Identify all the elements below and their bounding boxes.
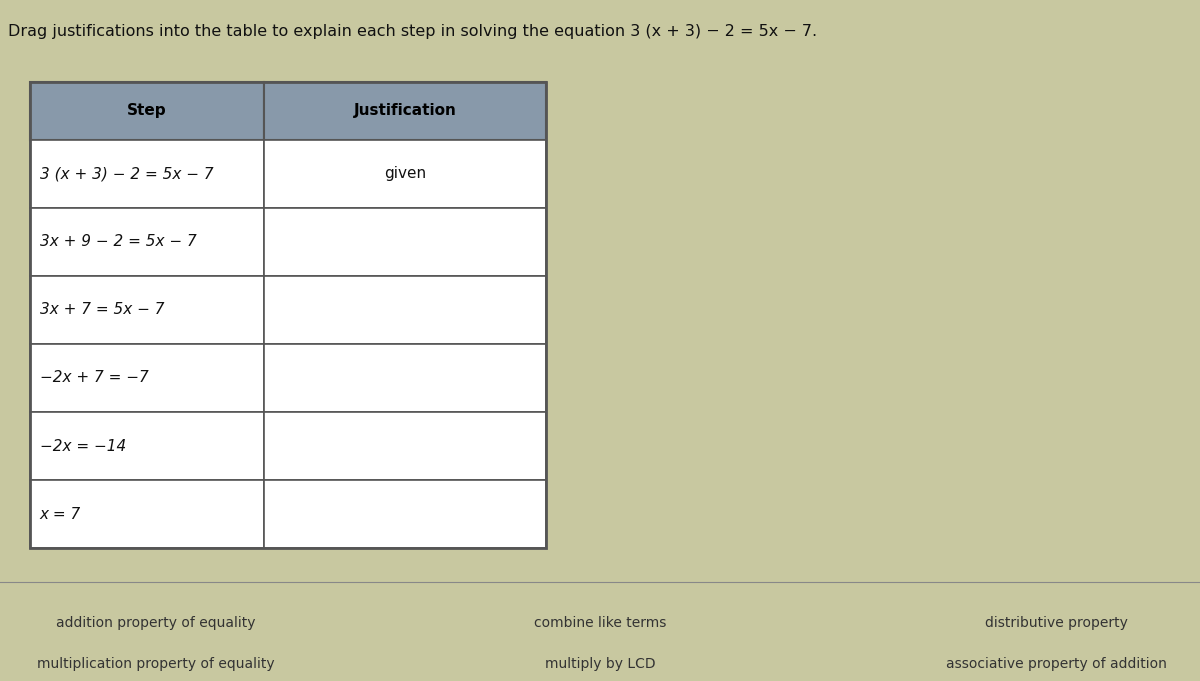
Bar (30, 82, 264, 140)
Bar (30, 276, 264, 344)
Bar (264, 208, 546, 276)
Bar (30, 412, 264, 480)
Text: 3 (x + 3) − 2 = 5x − 7: 3 (x + 3) − 2 = 5x − 7 (40, 166, 214, 181)
Text: −2x = −14: −2x = −14 (40, 439, 126, 454)
Text: −2x + 7 = −7: −2x + 7 = −7 (40, 370, 149, 385)
Text: associative property of addition: associative property of addition (946, 657, 1166, 671)
Text: Step: Step (127, 103, 167, 118)
Text: multiply by LCD: multiply by LCD (545, 657, 655, 671)
Bar (30, 344, 264, 412)
Text: 3x + 7 = 5x − 7: 3x + 7 = 5x − 7 (40, 302, 164, 317)
Text: Justification: Justification (354, 103, 456, 118)
Bar (30, 140, 264, 208)
Text: distributive property: distributive property (984, 616, 1128, 630)
Bar (264, 82, 546, 140)
Bar (264, 276, 546, 344)
Bar (30, 208, 264, 276)
Bar (264, 344, 546, 412)
Bar (264, 480, 546, 548)
Text: 3x + 9 − 2 = 5x − 7: 3x + 9 − 2 = 5x − 7 (40, 234, 197, 249)
Text: combine like terms: combine like terms (534, 616, 666, 630)
Text: Drag justifications into the table to explain each step in solving the equation : Drag justifications into the table to ex… (8, 24, 817, 39)
Text: addition property of equality: addition property of equality (56, 616, 256, 630)
Bar (264, 412, 546, 480)
Bar (30, 82, 546, 548)
Text: given: given (384, 166, 426, 181)
Text: multiplication property of equality: multiplication property of equality (37, 657, 275, 671)
Bar (264, 140, 546, 208)
Bar (30, 480, 264, 548)
Text: x = 7: x = 7 (40, 507, 80, 522)
